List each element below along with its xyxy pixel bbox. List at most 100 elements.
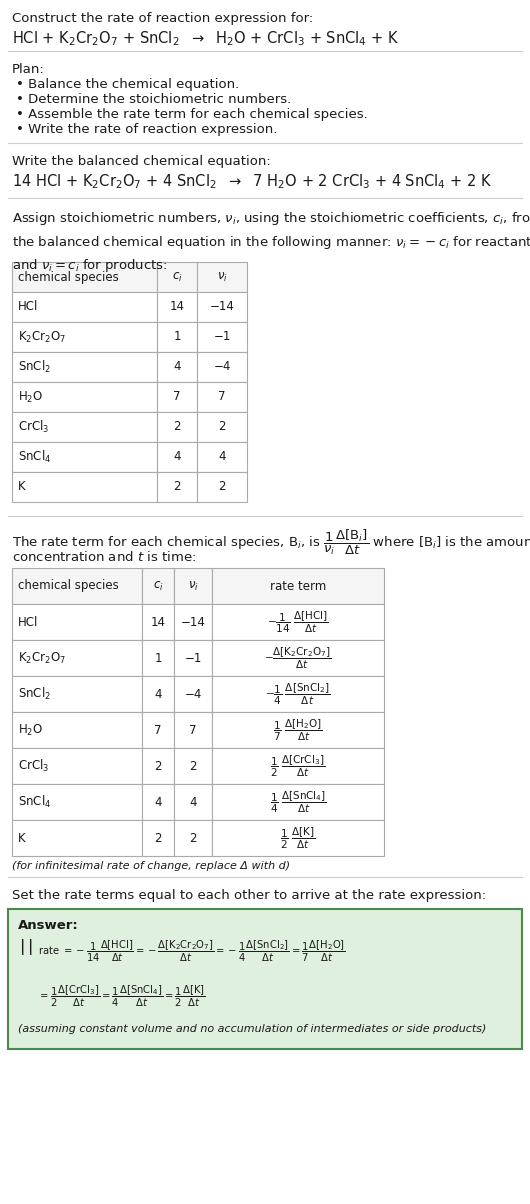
Bar <box>142 820 174 856</box>
Text: 7: 7 <box>154 724 162 737</box>
Bar <box>142 568 174 604</box>
Bar <box>12 293 157 321</box>
Bar <box>12 442 157 472</box>
Text: $\dfrac{1}{2}\ \dfrac{\Delta[\mathrm{K}]}{\Delta t}$: $\dfrac{1}{2}\ \dfrac{\Delta[\mathrm{K}]… <box>280 826 316 851</box>
Text: K$_2$Cr$_2$O$_7$: K$_2$Cr$_2$O$_7$ <box>18 330 66 344</box>
Bar <box>157 321 197 352</box>
Text: SnCl$_2$: SnCl$_2$ <box>18 359 51 376</box>
Bar <box>157 412 197 442</box>
Bar <box>212 568 384 604</box>
Text: Set the rate terms equal to each other to arrive at the rate expression:: Set the rate terms equal to each other t… <box>12 889 486 902</box>
Bar <box>157 262 197 293</box>
Text: $= \dfrac{1}{2}\dfrac{\Delta[\mathrm{CrCl_3}]}{\Delta t} = \dfrac{1}{4}\dfrac{\D: $= \dfrac{1}{2}\dfrac{\Delta[\mathrm{CrC… <box>38 984 206 1009</box>
Text: −4: −4 <box>184 687 202 701</box>
Bar <box>212 604 384 641</box>
Text: $-\dfrac{1}{4}\ \dfrac{\Delta[\mathrm{SnCl_2}]}{\Delta t}$: $-\dfrac{1}{4}\ \dfrac{\Delta[\mathrm{Sn… <box>265 681 331 707</box>
Bar <box>174 820 212 856</box>
Text: The rate term for each chemical species, B$_i$, is $\dfrac{1}{\nu_i}\dfrac{\Delt: The rate term for each chemical species,… <box>12 529 530 557</box>
Text: Plan:: Plan: <box>12 63 45 76</box>
Text: rate $= -\dfrac{1}{14}\dfrac{\Delta[\mathrm{HCl}]}{\Delta t} = -\dfrac{\Delta[\m: rate $= -\dfrac{1}{14}\dfrac{\Delta[\mat… <box>38 939 346 964</box>
Text: −1: −1 <box>184 651 202 665</box>
Text: 2: 2 <box>189 760 197 773</box>
Text: 1: 1 <box>154 651 162 665</box>
Bar <box>142 675 174 712</box>
Bar <box>157 382 197 412</box>
Bar <box>212 675 384 712</box>
Bar <box>157 472 197 502</box>
Text: $-\dfrac{\Delta[\mathrm{K_2Cr_2O_7}]}{\Delta t}$: $-\dfrac{\Delta[\mathrm{K_2Cr_2O_7}]}{\D… <box>264 645 332 671</box>
Text: $-\dfrac{1}{14}\ \dfrac{\Delta[\mathrm{HCl}]}{\Delta t}$: $-\dfrac{1}{14}\ \dfrac{\Delta[\mathrm{H… <box>267 609 329 635</box>
Bar <box>12 712 142 748</box>
Text: Construct the rate of reaction expression for:: Construct the rate of reaction expressio… <box>12 12 313 25</box>
Text: 4: 4 <box>218 450 226 464</box>
Text: 4: 4 <box>154 796 162 809</box>
Bar <box>174 748 212 784</box>
Bar <box>197 262 247 293</box>
Bar <box>12 472 157 502</box>
Text: K: K <box>18 480 25 494</box>
Bar <box>197 321 247 352</box>
Text: 2: 2 <box>218 420 226 433</box>
Text: 2: 2 <box>173 480 181 494</box>
Bar <box>174 568 212 604</box>
Text: 1: 1 <box>173 331 181 343</box>
Text: CrCl$_3$: CrCl$_3$ <box>18 419 49 435</box>
Bar <box>12 321 157 352</box>
Text: 7: 7 <box>218 390 226 403</box>
Text: 4: 4 <box>154 687 162 701</box>
Bar <box>212 784 384 820</box>
Text: $c_i$: $c_i$ <box>153 579 163 592</box>
Bar <box>12 784 142 820</box>
Bar <box>12 641 142 675</box>
Bar <box>12 262 157 293</box>
Bar <box>12 604 142 641</box>
Bar <box>197 382 247 412</box>
Bar <box>12 412 157 442</box>
Bar <box>12 352 157 382</box>
Text: 2: 2 <box>154 760 162 773</box>
Text: chemical species: chemical species <box>18 271 119 283</box>
Text: (assuming constant volume and no accumulation of intermediates or side products): (assuming constant volume and no accumul… <box>18 1023 487 1034</box>
Text: H$_2$O: H$_2$O <box>18 389 43 405</box>
Text: 2: 2 <box>189 832 197 844</box>
Text: |: | <box>20 939 25 955</box>
Text: Assign stoichiometric numbers, $\nu_i$, using the stoichiometric coefficients, $: Assign stoichiometric numbers, $\nu_i$, … <box>12 209 530 275</box>
Bar <box>142 748 174 784</box>
Text: −4: −4 <box>213 360 231 373</box>
Bar <box>174 784 212 820</box>
Text: 14: 14 <box>151 615 165 628</box>
Bar <box>142 712 174 748</box>
Bar <box>197 472 247 502</box>
Text: H$_2$O: H$_2$O <box>18 722 43 738</box>
Text: • Write the rate of reaction expression.: • Write the rate of reaction expression. <box>16 123 277 136</box>
Text: 7: 7 <box>189 724 197 737</box>
Bar <box>174 712 212 748</box>
Text: 4: 4 <box>173 360 181 373</box>
Text: 4: 4 <box>173 450 181 464</box>
Text: $\dfrac{1}{2}\ \dfrac{\Delta[\mathrm{CrCl_3}]}{\Delta t}$: $\dfrac{1}{2}\ \dfrac{\Delta[\mathrm{CrC… <box>270 754 325 779</box>
Text: 2: 2 <box>154 832 162 844</box>
Bar <box>174 641 212 675</box>
Text: rate term: rate term <box>270 579 326 592</box>
Bar <box>157 293 197 321</box>
Bar <box>212 820 384 856</box>
Text: −14: −14 <box>181 615 206 628</box>
Text: 2: 2 <box>173 420 181 433</box>
Text: $\dfrac{1}{7}\ \dfrac{\Delta[\mathrm{H_2O}]}{\Delta t}$: $\dfrac{1}{7}\ \dfrac{\Delta[\mathrm{H_2… <box>273 718 323 743</box>
Bar <box>12 568 142 604</box>
Text: (for infinitesimal rate of change, replace Δ with d): (for infinitesimal rate of change, repla… <box>12 861 290 870</box>
Bar <box>142 784 174 820</box>
Text: 2: 2 <box>218 480 226 494</box>
Text: $\dfrac{1}{4}\ \dfrac{\Delta[\mathrm{SnCl_4}]}{\Delta t}$: $\dfrac{1}{4}\ \dfrac{\Delta[\mathrm{SnC… <box>270 790 326 815</box>
Text: • Assemble the rate term for each chemical species.: • Assemble the rate term for each chemic… <box>16 108 368 120</box>
FancyBboxPatch shape <box>8 909 522 1049</box>
Text: concentration and $t$ is time:: concentration and $t$ is time: <box>12 550 196 563</box>
Bar <box>197 352 247 382</box>
Text: SnCl$_4$: SnCl$_4$ <box>18 449 51 465</box>
Text: SnCl$_2$: SnCl$_2$ <box>18 686 51 702</box>
Text: SnCl$_4$: SnCl$_4$ <box>18 793 51 810</box>
Bar <box>197 442 247 472</box>
Text: CrCl$_3$: CrCl$_3$ <box>18 759 49 774</box>
Bar <box>174 675 212 712</box>
Bar <box>12 820 142 856</box>
